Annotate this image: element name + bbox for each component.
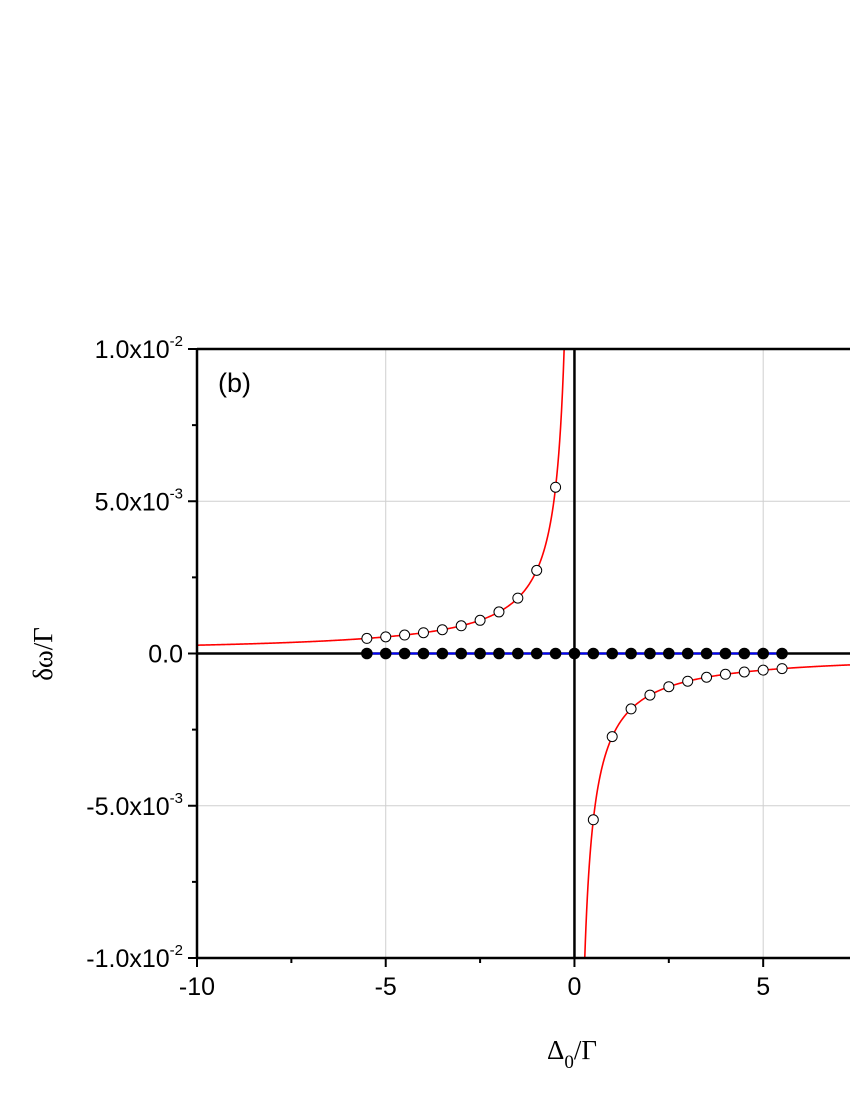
open-circle-point bbox=[606, 731, 618, 743]
filled-circle-point bbox=[644, 647, 656, 660]
filled-circle-point bbox=[568, 647, 581, 660]
y-tick-label: 5.0x10-3 bbox=[95, 485, 183, 516]
filled-circle-point bbox=[625, 647, 637, 660]
y-tick-label-exponent: -2 bbox=[170, 333, 183, 350]
panel-label: (b) bbox=[218, 368, 251, 398]
x-axis-title-tail: /Γ bbox=[574, 1035, 597, 1065]
filled-circle-point bbox=[361, 647, 373, 660]
markers bbox=[361, 481, 788, 826]
open-circle-point bbox=[587, 814, 599, 826]
open-circle-point bbox=[625, 703, 637, 715]
y-tick-label-exponent: -3 bbox=[170, 485, 183, 502]
open-circle-point bbox=[474, 614, 486, 626]
open-circle-point bbox=[417, 627, 429, 639]
x-tick-label: -5 bbox=[375, 973, 397, 1001]
filled-circle-point bbox=[681, 647, 694, 660]
filled-circle-point bbox=[738, 647, 751, 660]
filled-circle-point bbox=[587, 647, 600, 660]
y-tick-label-exponent: -2 bbox=[170, 942, 183, 959]
x-tick-label: 5 bbox=[756, 973, 770, 1001]
open-circle-point bbox=[436, 624, 448, 636]
y-tick-label-mantissa: 1.0x10 bbox=[95, 336, 170, 364]
y-tick-label: 1.0x10-2 bbox=[95, 333, 183, 364]
y-tick-label: 0.0 bbox=[148, 641, 183, 669]
y-tick-label: -5.0x10-3 bbox=[86, 790, 183, 821]
filled-circle-point bbox=[455, 647, 468, 660]
x-axis-title-main: Δ bbox=[547, 1035, 564, 1065]
open-circle-point bbox=[644, 689, 656, 701]
filled-circle-point bbox=[512, 647, 524, 660]
x-tick-label: -10 bbox=[179, 973, 215, 1001]
open-circle-point bbox=[455, 620, 467, 632]
filled-circle-point bbox=[606, 647, 619, 660]
filled-circle-point bbox=[719, 647, 732, 660]
y-tick-label-exponent: -3 bbox=[170, 790, 183, 807]
open-circle-point bbox=[738, 666, 750, 678]
open-circle-point bbox=[550, 481, 562, 493]
filled-circle-point bbox=[379, 647, 392, 660]
filled-circle-point bbox=[700, 647, 713, 660]
open-circle-point bbox=[493, 606, 505, 618]
open-circle-point bbox=[701, 671, 713, 683]
filled-circle-point bbox=[757, 647, 769, 660]
open-circle-point bbox=[531, 564, 543, 576]
filled-circle-point bbox=[398, 647, 411, 660]
open-circle-point bbox=[719, 668, 731, 680]
filled-circle-point bbox=[776, 647, 788, 660]
open-circle-point bbox=[361, 632, 373, 644]
open-circle-point bbox=[663, 681, 675, 693]
y-tick-label-mantissa: -1.0x10 bbox=[86, 945, 169, 973]
y-tick-label-mantissa: 5.0x10 bbox=[95, 488, 170, 516]
open-circle-point bbox=[776, 663, 788, 675]
filled-circle-point bbox=[549, 647, 562, 660]
filled-circle-point bbox=[474, 647, 486, 660]
filled-circle-point bbox=[436, 647, 449, 660]
open-circle-point bbox=[757, 664, 769, 676]
filled-circle-point bbox=[530, 647, 543, 660]
x-axis-title: Δ0/Γ bbox=[547, 1035, 597, 1073]
filled-circle-point bbox=[493, 647, 505, 660]
y-axis-title: δω/Γ bbox=[28, 627, 58, 681]
open-circle-point bbox=[512, 592, 524, 604]
y-tick-label: -1.0x10-2 bbox=[86, 942, 183, 973]
axes bbox=[188, 347, 850, 967]
open-circle-point bbox=[380, 631, 392, 643]
filled-circle-point bbox=[417, 647, 430, 660]
y-tick-label-mantissa: 0.0 bbox=[148, 641, 183, 669]
open-circle-point bbox=[399, 629, 411, 641]
open-circle-point bbox=[682, 675, 694, 687]
tick-labels: -10 -5 0 5-1.0x10-2-5.0x10-30.05.0x10-31.0x… bbox=[86, 333, 770, 1001]
x-axis-title-sub: 0 bbox=[564, 1052, 574, 1073]
x-tick-label: 0 bbox=[568, 973, 582, 1001]
filled-circle-point bbox=[663, 647, 675, 660]
y-tick-label-mantissa: -5.0x10 bbox=[86, 793, 169, 821]
